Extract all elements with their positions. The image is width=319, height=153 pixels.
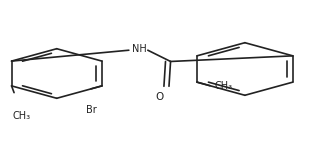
Text: CH₃: CH₃	[13, 111, 31, 121]
Text: O: O	[155, 92, 164, 102]
Text: CH₃: CH₃	[215, 81, 233, 91]
Text: Br: Br	[86, 105, 97, 115]
Text: NH: NH	[131, 44, 146, 54]
